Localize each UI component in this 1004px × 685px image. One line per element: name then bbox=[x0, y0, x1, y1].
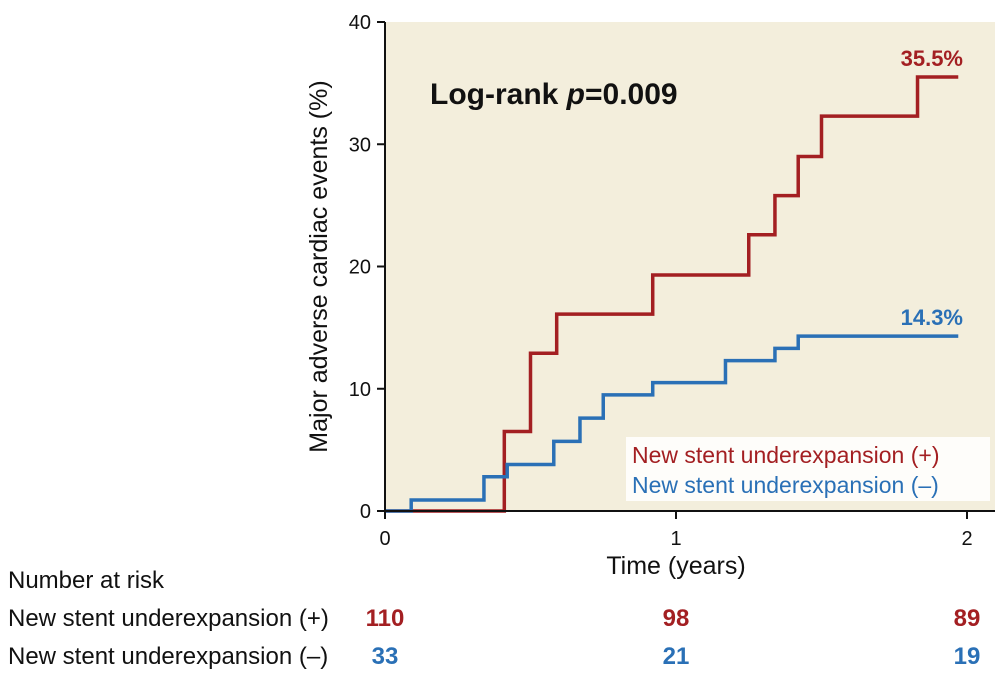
risk-value: 98 bbox=[663, 605, 690, 632]
logrank-prefix: Log-rank bbox=[430, 78, 567, 111]
risk-table-title: Number at risk bbox=[8, 567, 165, 594]
y-axis-title: Major adverse cardiac events (%) bbox=[305, 80, 333, 452]
text-layer: Major adverse cardiac events (%) Time (y… bbox=[8, 46, 990, 670]
axes-layer: 0 10 20 30 40 0 1 2 bbox=[349, 12, 995, 550]
y-tick-label: 40 bbox=[349, 12, 371, 34]
x-tick-label: 1 bbox=[670, 528, 681, 550]
end-label-negative: 14.3% bbox=[901, 305, 963, 330]
legend-box bbox=[626, 437, 990, 501]
risk-value: 21 bbox=[663, 643, 690, 670]
logrank-p: p bbox=[566, 78, 585, 111]
risk-row-label-positive: New stent underexpansion (+) bbox=[8, 605, 329, 632]
series-line-negative bbox=[385, 334, 959, 513]
x-tick-label: 2 bbox=[961, 528, 972, 550]
legend-entry-negative: New stent underexpansion (–) bbox=[632, 472, 939, 498]
legend-entry-positive: New stent underexpansion (+) bbox=[632, 442, 939, 468]
risk-value: 33 bbox=[372, 643, 399, 670]
risk-value: 89 bbox=[954, 605, 981, 632]
x-tick-label: 0 bbox=[379, 528, 390, 550]
y-tick-label: 20 bbox=[349, 257, 371, 279]
plot-background bbox=[385, 22, 995, 511]
end-label-positive: 35.5% bbox=[901, 46, 963, 71]
series-layer bbox=[385, 75, 959, 513]
logrank-annotation: Log-rank p=0.009 bbox=[430, 78, 678, 111]
series-line-positive bbox=[385, 75, 959, 513]
y-tick-label: 30 bbox=[349, 134, 371, 156]
risk-row-label-negative: New stent underexpansion (–) bbox=[8, 643, 328, 670]
y-tick-label: 10 bbox=[349, 379, 371, 401]
logrank-value: =0.009 bbox=[585, 78, 678, 111]
risk-value: 110 bbox=[366, 605, 405, 632]
risk-value: 19 bbox=[954, 643, 981, 670]
x-axis-title: Time (years) bbox=[606, 552, 745, 580]
y-tick-label: 0 bbox=[360, 501, 371, 523]
